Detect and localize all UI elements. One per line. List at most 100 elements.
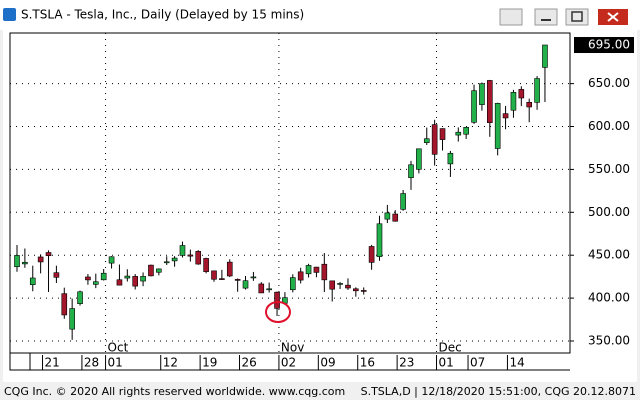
month-label: Dec xyxy=(439,341,462,355)
candle-body xyxy=(14,255,20,268)
candle-body xyxy=(289,277,296,291)
candle-body xyxy=(179,245,186,256)
candle-body xyxy=(77,291,83,304)
link-button[interactable] xyxy=(499,8,523,26)
candle-body xyxy=(526,101,533,108)
candle-body xyxy=(171,257,178,262)
highlight-circle xyxy=(265,301,291,323)
candle-body xyxy=(542,44,548,68)
x-tick-label: 23 xyxy=(399,356,414,370)
candle-body xyxy=(463,127,469,135)
candle-body xyxy=(203,258,209,272)
candle-body xyxy=(116,279,123,286)
x-tick-label: 09 xyxy=(320,356,335,370)
month-label: Oct xyxy=(108,341,129,355)
x-tick-label: 12 xyxy=(163,356,178,370)
candle-body xyxy=(416,148,422,170)
minimize-button[interactable] xyxy=(534,8,558,26)
footer-right: S.TSLA,D | 12/18/2020 15:51:00, CQG 20.1… xyxy=(361,385,636,398)
candle-body xyxy=(502,113,509,119)
y-tick-label: 550.00 xyxy=(588,162,630,176)
candle-body xyxy=(108,256,115,264)
footer-left: CQG Inc. © 2020 All rights reserved worl… xyxy=(4,385,345,398)
y-tick-label: 600.00 xyxy=(588,119,630,133)
candle-body xyxy=(479,83,485,105)
candle-body xyxy=(423,138,430,143)
x-tick-label: 16 xyxy=(360,356,375,370)
x-tick-label: 26 xyxy=(242,356,257,370)
candle-body xyxy=(305,265,312,275)
candle-body xyxy=(360,290,367,292)
candle-body xyxy=(368,246,375,263)
x-tick-label: 21 xyxy=(45,356,60,370)
x-tick-label: 14 xyxy=(509,356,524,370)
candle-body xyxy=(376,223,383,257)
candle-body xyxy=(132,276,138,287)
candle-body xyxy=(69,308,75,330)
candle-body xyxy=(258,283,265,294)
candle-body xyxy=(439,128,446,140)
x-tick-label: 07 xyxy=(470,356,485,370)
candle-body xyxy=(53,272,60,278)
candle-body xyxy=(384,212,391,220)
candle-body xyxy=(408,164,414,178)
candle-body xyxy=(447,152,454,165)
candle-body xyxy=(187,254,194,257)
candle-body xyxy=(61,293,68,316)
close-icon xyxy=(607,12,619,22)
candle-body xyxy=(274,291,280,309)
x-tick-label: 19 xyxy=(202,356,217,370)
candle-body xyxy=(156,268,162,273)
candle-body xyxy=(329,280,336,290)
candle-body xyxy=(353,288,359,292)
candle-body xyxy=(345,284,351,289)
x-tick-label: 28 xyxy=(84,356,99,370)
candle-body xyxy=(494,102,501,149)
candle-body xyxy=(455,131,462,136)
window-title: S.TSLA - Tesla, Inc., Daily (Delayed by … xyxy=(21,8,304,22)
candle-body xyxy=(226,261,233,277)
candle-body xyxy=(37,256,44,263)
candle-body xyxy=(85,276,91,281)
candle-body xyxy=(266,288,272,291)
candle-body xyxy=(510,92,517,111)
candle-body xyxy=(45,252,52,257)
candle-body xyxy=(392,213,399,222)
candle-body xyxy=(486,80,493,123)
candle-body xyxy=(400,193,406,210)
y-tick-label: 450.00 xyxy=(588,248,630,262)
candle-body xyxy=(195,251,202,265)
y-tick-label: 400.00 xyxy=(588,291,630,305)
app-icon xyxy=(3,8,16,21)
candle-body xyxy=(29,277,36,286)
candle-body xyxy=(163,261,170,264)
last-price-box xyxy=(574,37,634,54)
y-tick-label: 500.00 xyxy=(588,205,630,219)
candle-body xyxy=(219,278,225,280)
candle-body xyxy=(100,272,107,281)
candle-body xyxy=(242,280,249,289)
x-tick-label: 01 xyxy=(108,356,123,370)
x-tick-label: 01 xyxy=(439,356,454,370)
candle-body xyxy=(148,264,154,277)
maximize-icon xyxy=(571,11,583,22)
candle-body xyxy=(534,78,540,103)
candle-body xyxy=(22,261,28,265)
candle-body xyxy=(250,276,257,279)
last-price-label: 695.00 xyxy=(588,38,630,52)
chart-background xyxy=(3,30,637,382)
month-label: Nov xyxy=(281,341,304,355)
candle-body xyxy=(431,124,438,155)
candle-body xyxy=(471,90,477,123)
candle-body xyxy=(337,283,343,285)
candle-body xyxy=(518,89,525,99)
x-tick-label: 02 xyxy=(281,356,296,370)
candle-body xyxy=(313,266,320,273)
title-bar xyxy=(0,0,640,30)
candle-body xyxy=(297,271,304,281)
corner-box xyxy=(9,352,31,371)
candle-body xyxy=(124,275,131,279)
candle-body xyxy=(211,270,217,280)
